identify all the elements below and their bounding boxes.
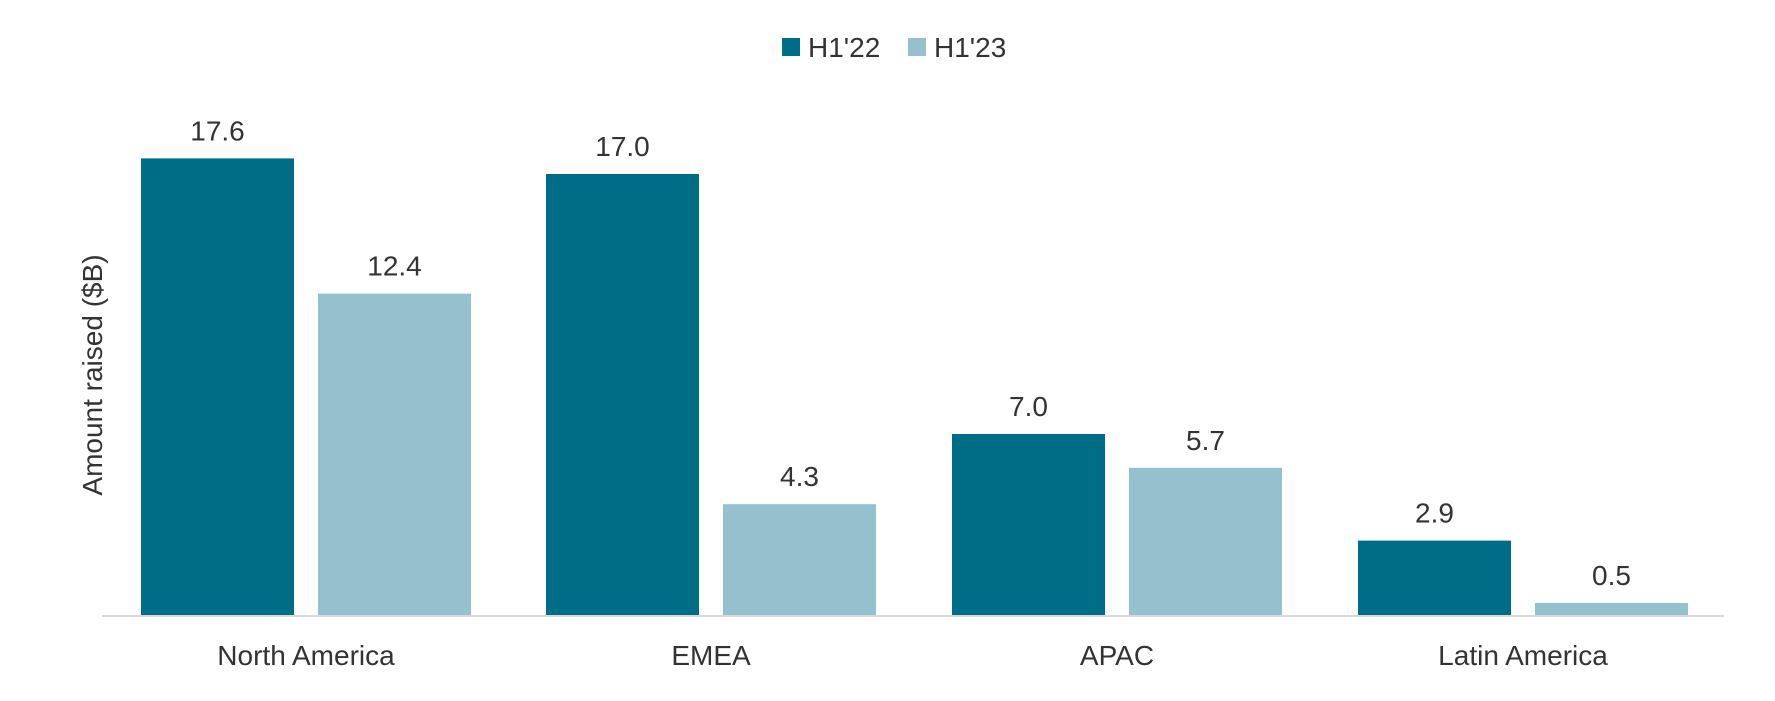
y-axis-title: Amount raised ($B) bbox=[77, 254, 108, 495]
legend-label-series-1: H1'22 bbox=[808, 32, 880, 63]
value-labels-group: 17.6 12.4 17.0 4.3 7.0 5.7 2.9 0.5 bbox=[190, 115, 1631, 591]
value-label-apac-series-1: 7.0 bbox=[1009, 391, 1048, 422]
bar-emea-series-2 bbox=[723, 504, 876, 616]
category-labels-group: North America EMEA APAC Latin America bbox=[217, 640, 1608, 671]
bar-latin-america-series-2 bbox=[1535, 603, 1688, 616]
legend-swatch-series-1 bbox=[782, 38, 800, 56]
bars-group bbox=[141, 158, 1688, 616]
bar-apac-series-2 bbox=[1129, 467, 1282, 616]
legend: H1'22 H1'23 bbox=[782, 32, 1006, 63]
bar-apac-series-1 bbox=[952, 434, 1105, 616]
value-label-emea-series-1: 17.0 bbox=[595, 131, 650, 162]
bar-emea-series-1 bbox=[546, 174, 699, 616]
bar-latin-america-series-1 bbox=[1358, 540, 1511, 616]
legend-swatch-series-2 bbox=[908, 38, 926, 56]
category-label-apac: APAC bbox=[1080, 640, 1154, 671]
bar-north-america-series-1 bbox=[141, 158, 294, 616]
value-label-apac-series-2: 5.7 bbox=[1186, 425, 1225, 456]
value-label-latin-america-series-1: 2.9 bbox=[1415, 498, 1454, 529]
value-label-emea-series-2: 4.3 bbox=[780, 461, 819, 492]
value-label-north-america-series-1: 17.6 bbox=[190, 115, 245, 146]
value-label-north-america-series-2: 12.4 bbox=[367, 251, 422, 282]
legend-label-series-2: H1'23 bbox=[934, 32, 1006, 63]
category-label-north-america: North America bbox=[217, 640, 395, 671]
category-label-emea: EMEA bbox=[671, 640, 751, 671]
category-label-latin-america: Latin America bbox=[1438, 640, 1608, 671]
value-label-latin-america-series-2: 0.5 bbox=[1592, 560, 1631, 591]
bar-north-america-series-2 bbox=[318, 293, 471, 616]
